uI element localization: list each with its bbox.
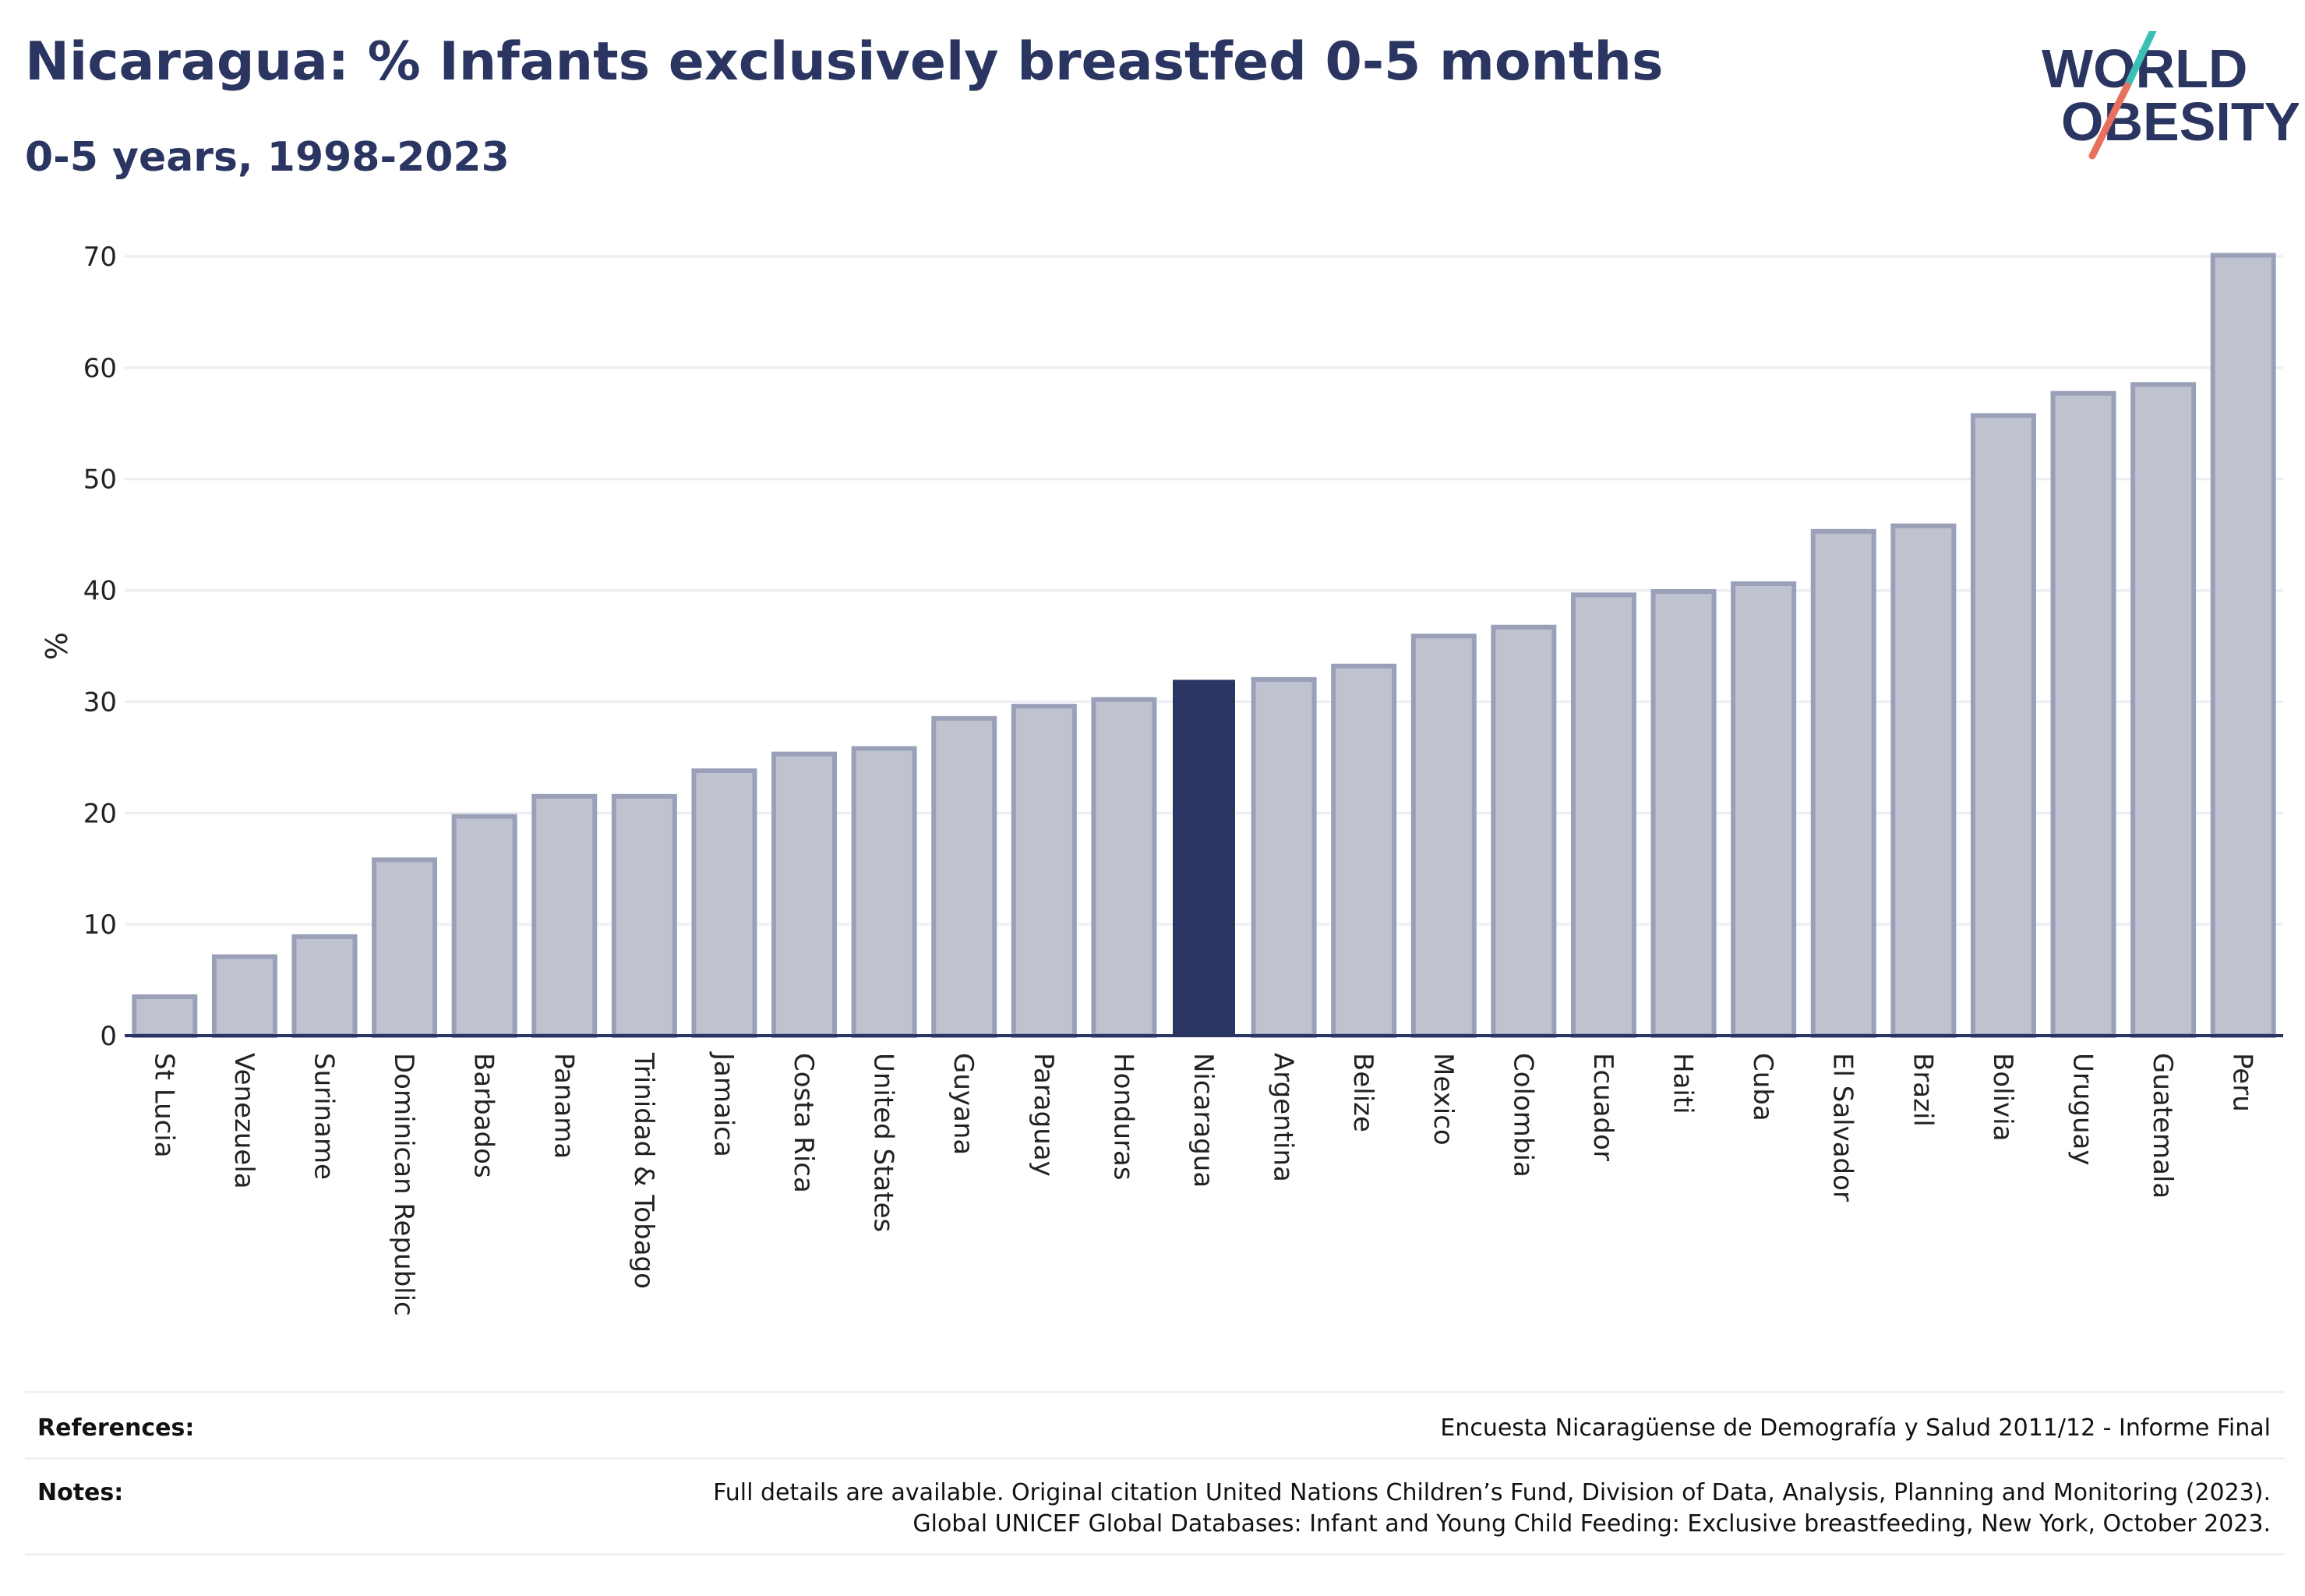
x-tick-label: Haiti xyxy=(1668,1053,1699,1114)
x-tick-label: United States xyxy=(868,1053,899,1232)
world-obesity-logo: WORLD OBESITY xyxy=(2042,31,2299,160)
bar xyxy=(1650,589,1717,1038)
bar xyxy=(451,814,517,1038)
bar xyxy=(2130,382,2197,1038)
x-tick-label: Colombia xyxy=(1507,1053,1538,1178)
x-tick-label: Dominican Republic xyxy=(388,1053,419,1316)
bar xyxy=(1570,592,1636,1038)
bar xyxy=(1331,663,1397,1038)
notes-label: Notes: xyxy=(37,1479,124,1506)
x-tick-label: Peru xyxy=(2227,1053,2258,1112)
bar xyxy=(291,934,358,1039)
y-tick-label: 30 xyxy=(83,687,117,718)
x-tick-label: Argentina xyxy=(1268,1053,1299,1182)
references-label: References: xyxy=(37,1414,195,1442)
references-text: Encuesta Nicaragüense de Demografía y Sa… xyxy=(1440,1414,2271,1442)
x-tick-label: Venezuela xyxy=(228,1053,259,1189)
x-tick-label: Paraguay xyxy=(1028,1053,1059,1177)
x-tick-label: Brazil xyxy=(1907,1053,1938,1127)
bar xyxy=(1970,413,2036,1038)
bar xyxy=(1011,704,1077,1039)
x-tick-label: Nicaragua xyxy=(1188,1053,1219,1188)
x-tick-label: St Lucia xyxy=(148,1053,179,1158)
x-tick-label: Cuba xyxy=(1747,1053,1778,1121)
y-tick-label: 70 xyxy=(83,242,117,273)
x-tick-label: Barbados xyxy=(468,1053,499,1178)
bar xyxy=(1410,634,1477,1038)
bar xyxy=(771,751,838,1038)
footer-rule-bottom xyxy=(25,1553,2285,1555)
bar xyxy=(372,857,438,1039)
x-tick-label: Guatemala xyxy=(2147,1053,2178,1199)
notes-line-2: Global UNICEF Global Databases: Infant a… xyxy=(912,1510,2271,1538)
bar xyxy=(1810,528,1876,1038)
y-tick-label: 40 xyxy=(83,576,117,607)
x-tick-label: Bolivia xyxy=(1987,1053,2018,1141)
footer-rule-middle xyxy=(25,1457,2285,1460)
x-tick-label: Jamaica xyxy=(708,1051,739,1157)
bar xyxy=(2210,252,2276,1039)
x-tick-label: Honduras xyxy=(1107,1053,1138,1181)
x-tick-label: Uruguay xyxy=(2067,1053,2099,1166)
x-tick-label: Panama xyxy=(548,1053,579,1159)
x-tick-label: Trinidad & Tobago xyxy=(628,1052,659,1289)
bar xyxy=(1731,581,1797,1038)
bar xyxy=(211,954,277,1038)
bar xyxy=(611,793,677,1038)
bar xyxy=(1091,697,1157,1038)
x-tick-label: El Salvador xyxy=(1827,1053,1858,1202)
x-tick-label: Suriname xyxy=(308,1053,339,1180)
bar xyxy=(2050,390,2116,1038)
bar xyxy=(1251,676,1317,1038)
x-tick-label: Costa Rica xyxy=(788,1053,819,1193)
bar xyxy=(931,715,997,1038)
y-tick-label: 20 xyxy=(83,798,117,829)
chart-title: Nicaragua: % Infants exclusively breastf… xyxy=(25,31,1664,93)
bar xyxy=(691,768,757,1038)
logo-slash-coral xyxy=(2088,82,2131,160)
x-tick-label: Mexico xyxy=(1428,1053,1459,1146)
notes-line-1: Full details are available. Original cit… xyxy=(713,1479,2271,1506)
footer-rule-top xyxy=(25,1391,2285,1393)
bar-chart: 0 10 20 30 40 50 60 70% St Lucia Venezuela Surinam… xyxy=(38,242,2283,1316)
y-tick-label: 0 xyxy=(100,1021,117,1052)
x-tick-label: Guyana xyxy=(948,1053,979,1155)
y-tick-label: 50 xyxy=(83,464,117,496)
bar xyxy=(1890,523,1957,1038)
bar xyxy=(851,746,917,1039)
x-tick-label: Ecuador xyxy=(1587,1053,1618,1161)
bar xyxy=(1173,680,1235,1036)
bar xyxy=(132,994,198,1038)
logo-slash-teal xyxy=(2123,31,2157,90)
y-tick-label: 60 xyxy=(83,353,117,384)
y-tick-label: 10 xyxy=(83,909,117,941)
bar xyxy=(531,793,598,1038)
chart-subtitle: 0-5 years, 1998-2023 xyxy=(25,134,510,181)
bar xyxy=(1491,624,1557,1038)
x-tick-label: Belize xyxy=(1347,1053,1378,1132)
y-axis-title: % xyxy=(38,632,72,660)
